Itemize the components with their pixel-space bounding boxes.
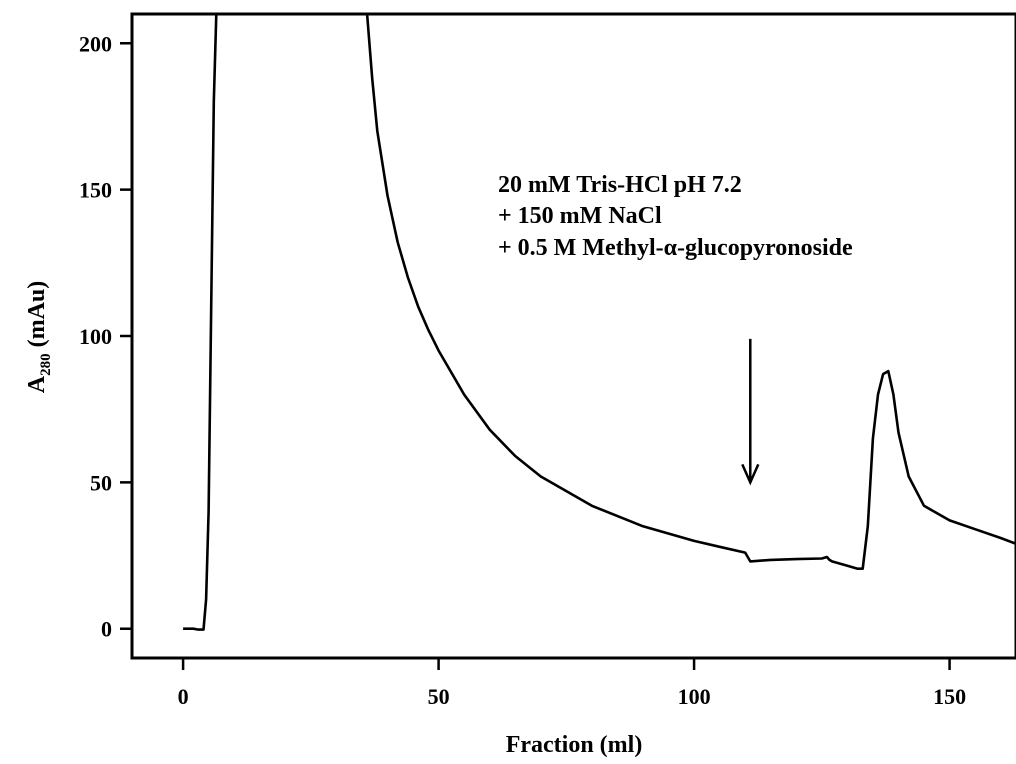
y-axis-title-main: A	[24, 375, 50, 393]
x-tick-label-2: 100	[678, 684, 711, 709]
y-tick-label-0: 0	[101, 617, 112, 642]
y-tick-label-2: 100	[79, 324, 112, 349]
y-tick-label-1: 50	[90, 470, 112, 495]
elution-arrow	[741, 338, 760, 486]
annotation-line-3: + 0.5 M Methyl-α-glucopyronoside	[498, 235, 853, 261]
x-axis-title: Fraction (ml)	[506, 732, 643, 758]
absorbance-trace	[183, 14, 1016, 631]
y-tick-label-3: 150	[79, 178, 112, 203]
plot-frame	[130, 12, 1016, 660]
tick-labels: 0 50 100 150 0 50 100 150 200	[79, 31, 966, 709]
y-tick-label-4: 200	[79, 31, 112, 56]
annotation-line-1: 20 mM Tris-HCl pH 7.2	[498, 172, 742, 198]
axis-ticks	[120, 42, 951, 670]
y-axis-title: A280 (mAu)	[24, 281, 54, 394]
annotation-line-2: + 150 mM NaCl	[498, 203, 662, 229]
x-tick-label-3: 150	[933, 684, 966, 709]
y-axis-title-unit: (mAu)	[24, 281, 50, 354]
annotation-block: 20 mM Tris-HCl pH 7.2 + 150 mM NaCl + 0.…	[498, 172, 853, 261]
x-tick-label-0: 0	[178, 684, 189, 709]
x-tick-label-1: 50	[428, 684, 450, 709]
y-axis-title-subscript: 280	[38, 353, 54, 376]
